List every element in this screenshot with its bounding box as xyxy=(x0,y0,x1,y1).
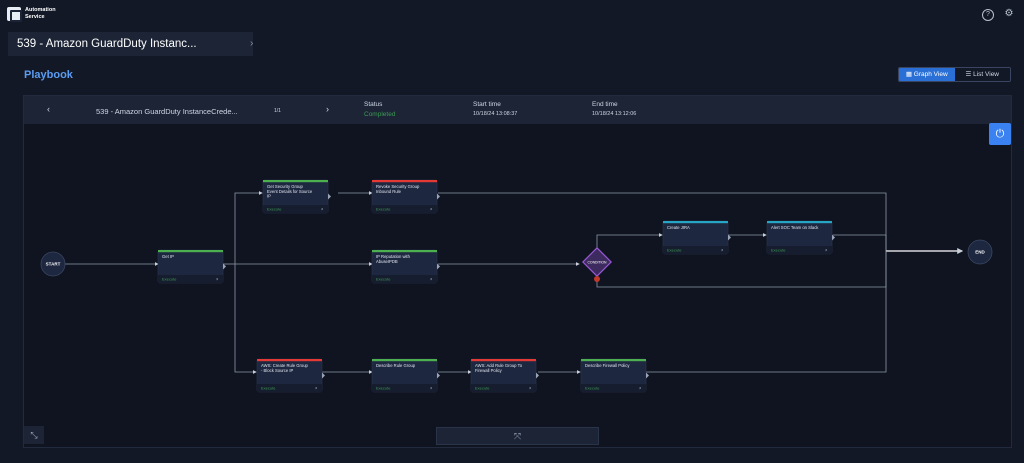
brand-line-2: Service xyxy=(25,14,45,20)
node-status-text: Execute xyxy=(162,277,177,282)
node-title: Revoke Security Group xyxy=(376,184,420,189)
node-status-text: Execute xyxy=(585,386,600,391)
node-title: Event Details for Source xyxy=(267,189,313,194)
node-status-text: Execute xyxy=(376,207,391,212)
app-logo-icon xyxy=(7,7,22,22)
node-status-bar xyxy=(372,359,437,362)
node-title: Inbound Rule xyxy=(376,189,402,194)
breadcrumb-title: 539 - Amazon GuardDuty Instanc... xyxy=(17,38,197,50)
node-status-bar xyxy=(767,221,832,224)
end-time-value: 10/18/24 13:12:06 xyxy=(592,111,637,117)
node-status-bar xyxy=(263,180,328,183)
task-node-describe-rg[interactable]: Describe Rule Group Execute ⌕ xyxy=(371,358,440,393)
graph-view-label: Graph View xyxy=(913,71,948,78)
top-bar: Automation Service ? ⚙ xyxy=(0,0,1024,30)
fit-screen-icon[interactable]: ⤡ xyxy=(24,426,44,444)
node-status-text: Execute xyxy=(267,207,282,212)
app-brand: Automation Service xyxy=(25,7,56,21)
condition-label: CONDITION xyxy=(587,261,607,265)
node-status-bar xyxy=(372,180,437,183)
end-node-label: END xyxy=(975,250,985,255)
node-status-text: Execute xyxy=(667,248,682,253)
task-node-alert-soc[interactable]: Alert SOC Team on Slack Execute ⌕ xyxy=(766,220,835,255)
end-time-label: End time xyxy=(592,101,618,108)
node-title: Alert SOC Team on Slack xyxy=(771,225,819,230)
node-status-bar xyxy=(471,359,536,362)
node-title: Create JIRA xyxy=(667,225,690,230)
start-node[interactable]: START xyxy=(40,251,66,277)
node-title: AbuseIPDB xyxy=(376,259,398,264)
graph-edges xyxy=(65,191,964,374)
collapse-panel-button[interactable]: ⤧ xyxy=(436,427,599,445)
node-status-text: Execute xyxy=(475,386,490,391)
node-title: Get IP xyxy=(162,254,174,259)
node-status-bar xyxy=(372,250,437,253)
node-status-text: Execute xyxy=(376,386,391,391)
gear-icon[interactable]: ⚙ xyxy=(1004,8,1014,19)
search-icon[interactable]: ⌕ xyxy=(216,277,219,282)
node-title: Describe Firewall Policy xyxy=(585,363,630,368)
node-title: Get Security Group xyxy=(267,184,304,189)
search-icon[interactable]: ⌕ xyxy=(430,386,433,391)
task-node-aws-create-rg[interactable]: AWS: Create Rule Group- Block Source IP E… xyxy=(256,358,325,393)
node-title: AWS: Add Rule Group To xyxy=(475,363,523,368)
prev-execution-button[interactable]: ‹ xyxy=(47,104,50,114)
page-title: Playbook xyxy=(24,69,73,81)
node-status-text: Execute xyxy=(376,277,391,282)
search-icon[interactable]: ⌕ xyxy=(430,277,433,282)
help-icon[interactable]: ? xyxy=(982,9,994,21)
node-status-text: Execute xyxy=(771,248,786,253)
node-status-bar xyxy=(581,359,646,362)
node-status-bar xyxy=(257,359,322,362)
search-icon[interactable]: ⌕ xyxy=(529,386,532,391)
node-title: IP xyxy=(267,194,271,199)
node-status-bar xyxy=(158,250,223,253)
node-title: IP Reputation with xyxy=(376,254,411,259)
brand-line-1: Automation xyxy=(25,7,56,13)
collapse-icon: ⤧ xyxy=(513,431,522,441)
node-status-bar xyxy=(663,221,728,224)
condition-node[interactable]: CONDITION xyxy=(582,247,612,282)
list-icon: ☰ xyxy=(965,71,974,78)
node-title: - Block Source IP xyxy=(261,368,294,373)
node-title: AWS: Create Rule Group xyxy=(261,363,309,368)
search-icon[interactable]: ⌕ xyxy=(430,207,433,212)
breadcrumb[interactable]: 539 - Amazon GuardDuty Instanc... › xyxy=(8,32,253,56)
end-node[interactable]: END xyxy=(967,239,993,265)
chevron-right-icon[interactable]: › xyxy=(250,38,254,49)
status-label: Status xyxy=(364,101,383,108)
start-time-value: 10/18/24 13:08:37 xyxy=(473,111,518,117)
next-execution-button[interactable]: › xyxy=(326,104,329,114)
power-icon[interactable]: ⏻ xyxy=(989,123,1011,145)
search-icon[interactable]: ⌕ xyxy=(315,386,318,391)
graph-view-button[interactable]: ▦ Graph View xyxy=(899,68,955,81)
task-node-create-jira[interactable]: Create JIRA Execute ⌕ xyxy=(662,220,731,255)
node-title: Describe Rule Group xyxy=(376,363,416,368)
view-toggle: ▦ Graph View ☰ List View xyxy=(898,67,1011,82)
start-time-label: Start time xyxy=(473,101,501,108)
execution-name: 539 - Amazon GuardDuty InstanceCrede... xyxy=(96,107,238,116)
execution-header: ‹ 539 - Amazon GuardDuty InstanceCrede..… xyxy=(24,96,1011,124)
graph-icon: ▦ xyxy=(905,71,914,78)
node-title: Firewall Policy xyxy=(475,368,503,373)
status-value: Completed xyxy=(364,111,396,118)
start-node-label: START xyxy=(46,262,61,267)
search-icon[interactable]: ⌕ xyxy=(321,207,324,212)
node-status-text: Execute xyxy=(261,386,276,391)
task-node-get-ip[interactable]: Get IP Execute ⌕ xyxy=(157,249,226,284)
execution-pager: 1/1 xyxy=(274,108,281,114)
search-icon[interactable]: ⌕ xyxy=(825,248,828,253)
task-node-describe-fp[interactable]: Describe Firewall Policy Execute ⌕ xyxy=(580,358,649,393)
list-view-button[interactable]: ☰ List View xyxy=(954,68,1010,81)
search-icon[interactable]: ⌕ xyxy=(639,386,642,391)
list-view-label: List View xyxy=(973,71,1000,78)
search-icon[interactable]: ⌕ xyxy=(721,248,724,253)
condition-dot-icon xyxy=(594,276,600,282)
